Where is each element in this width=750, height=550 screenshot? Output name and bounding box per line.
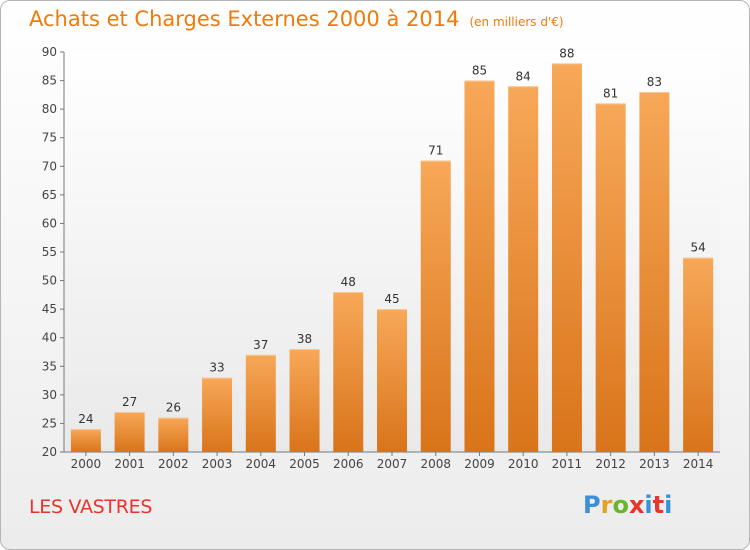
x-tick-label-2011: 2011 [552,457,583,471]
data-label-2007: 45 [384,292,399,306]
x-tick-label-2000: 2000 [71,457,102,471]
x-tick-label-2006: 2006 [333,457,364,471]
data-label-2011: 88 [559,46,574,60]
y-tick-label: 30 [42,388,57,402]
bar-2000 [70,429,101,452]
chart-title: Achats et Charges Externes 2000 à 2014 (e… [29,7,564,31]
x-tick-label-2014: 2014 [683,457,714,471]
data-label-2000: 24 [78,412,93,426]
bar-2002 [158,417,189,452]
bar-2004 [245,354,276,452]
data-label-2009: 85 [472,64,487,78]
y-tick-label: 70 [42,159,57,173]
data-label-2013: 83 [647,75,662,89]
x-tick-label-2007: 2007 [377,457,408,471]
data-label-2005: 38 [297,332,312,346]
y-tick-label: 65 [42,188,57,202]
bar-2010 [508,86,539,453]
y-tick-label: 55 [42,245,57,259]
y-tick-label: 25 [42,416,57,430]
bar-2007 [377,309,407,452]
x-tick-label-2008: 2008 [420,457,451,471]
bar-2001 [114,412,145,452]
y-tick-label: 40 [42,331,57,345]
bar-2011 [551,63,582,453]
y-tick-label: 50 [42,274,57,288]
data-label-2001: 27 [122,395,137,409]
y-tick-label: 35 [42,359,57,373]
x-tick-label-2004: 2004 [246,457,277,471]
commune-name: LES VASTRES [29,496,153,518]
y-tick-label: 45 [42,302,57,316]
data-label-2006: 48 [341,275,356,289]
data-label-2010: 84 [516,69,531,83]
x-tick-label-2010: 2010 [508,457,539,471]
bar-2014 [683,257,714,452]
bar-2003 [202,377,233,452]
bar-2006 [333,292,364,452]
x-tick-label-2013: 2013 [639,457,670,471]
bar-2013 [639,92,670,452]
x-tick-label-2005: 2005 [289,457,320,471]
bar-2012 [595,103,626,452]
chart-title-text: Achats et Charges Externes 2000 à 2014 [29,7,460,31]
chart-subtitle: (en milliers d'€) [469,15,564,29]
x-tick-label-2012: 2012 [595,457,626,471]
y-tick-label: 80 [42,102,57,116]
y-tick-label: 75 [42,131,57,145]
data-label-2008: 71 [428,144,443,158]
bar-2008 [420,160,451,453]
y-tick-label: 85 [42,74,57,88]
x-tick-label-2001: 2001 [114,457,145,471]
x-tick-label-2009: 2009 [464,457,495,471]
data-label-2003: 33 [209,361,224,375]
chart-bars: 24 27 26 33 37 38 48 45 71 85 84 88 81 83 54 [70,46,714,453]
data-label-2012: 81 [603,86,618,100]
bar-2005 [289,349,320,452]
y-tick-label: 20 [42,445,57,459]
proxiti-logo[interactable]: Proxiti [583,491,673,519]
data-label-2004: 37 [253,338,268,352]
x-tick-label-2002: 2002 [158,457,189,471]
y-tick-label: 60 [42,216,57,230]
y-tick-label: 90 [42,45,57,59]
data-label-2002: 26 [166,401,181,415]
data-label-2014: 54 [690,241,705,255]
bar-2009 [464,80,495,453]
x-tick-label-2003: 2003 [202,457,233,471]
